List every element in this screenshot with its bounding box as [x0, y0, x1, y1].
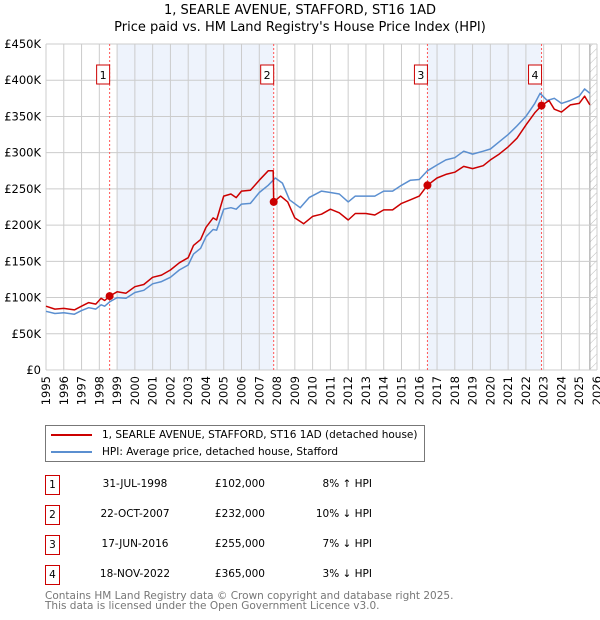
x-tick-label: 2014: [377, 376, 391, 405]
sale-label-box: [528, 64, 543, 85]
hpi-comparison: 3% ↓ HPI: [322, 568, 372, 580]
chart-legend: 1, SEARLE AVENUE, STAFFORD, ST16 1AD (de…: [45, 425, 425, 462]
x-tick-label: 1998: [92, 376, 106, 405]
legend-swatch-red: [51, 434, 92, 436]
price-paid-line: [45, 95, 591, 311]
y-tick-label: £400K: [4, 73, 41, 87]
y-tick-label: £300K: [4, 146, 41, 160]
sale-price: £255,000: [214, 538, 265, 550]
hpi-line: [45, 88, 591, 315]
x-tick-label: 2011: [323, 376, 337, 405]
sale-label-box: [413, 64, 428, 85]
hpi-comparison: 8% ↑ HPI: [322, 478, 372, 490]
sale-number-badge: 2: [45, 505, 60, 525]
y-tick-label: £200K: [4, 218, 41, 232]
y-tick-label: £150K: [4, 254, 41, 268]
sale-price: £365,000: [214, 568, 265, 580]
legend-label: 1, SEARLE AVENUE, STAFFORD, ST16 1AD (de…: [102, 429, 418, 441]
sale-date: 17-JUN-2016: [101, 538, 169, 550]
price-chart: 1995 1996 1997 1998 1999 2000 2001 2002 2003 2004…: [4, 37, 600, 405]
x-tick-label: 1995: [39, 376, 53, 405]
x-tick-label: 2015: [394, 376, 408, 405]
x-tick-label: 2000: [128, 376, 142, 405]
sale-price: £232,000: [214, 508, 265, 520]
x-tick-label: 2018: [448, 376, 462, 405]
sale-point: [423, 181, 432, 190]
chart-title: 1, SEARLE AVENUE, STAFFORD, ST16 1AD: [163, 3, 437, 18]
hpi-comparison: 10% ↓ HPI: [315, 508, 372, 520]
x-tick-label: 2004: [199, 376, 213, 405]
x-tick-label: 2012: [341, 376, 355, 405]
footer-copyright: Contains HM Land Registry data © Crown c…: [45, 590, 454, 602]
x-tick-label: 1999: [110, 376, 124, 405]
chart-subtitle: Price paid vs. HM Land Registry's House …: [114, 20, 486, 35]
sale-label: 2: [264, 69, 271, 82]
x-tick-label: 2024: [554, 376, 568, 405]
x-tick-label: 2017: [430, 376, 444, 405]
x-tick-label: 2020: [483, 376, 497, 405]
x-tick-label: 2019: [466, 376, 480, 405]
x-tick-label: 2008: [270, 376, 284, 405]
y-tick-label: £350K: [4, 109, 41, 123]
y-tick-label: £100K: [4, 291, 41, 305]
sale-label: 4: [532, 69, 539, 82]
sale-price: £102,000: [214, 478, 265, 490]
x-tick-label: 2001: [146, 376, 160, 405]
shaded-period: [427, 44, 542, 370]
sale-label: 3: [417, 69, 424, 82]
legend-item-property: 1, SEARLE AVENUE, STAFFORD, ST16 1AD (de…: [51, 427, 417, 443]
x-tick-label: 2003: [181, 376, 195, 405]
x-tick-label: 2002: [163, 376, 177, 405]
x-tick-label: 2009: [288, 376, 302, 405]
shaded-period: [117, 44, 274, 370]
x-tick-label: 2005: [217, 376, 231, 405]
x-tick-label: 2022: [519, 376, 533, 405]
legend-swatch-blue: [51, 451, 92, 453]
x-tick-label: 2013: [359, 376, 373, 405]
sale-label-box: [260, 64, 275, 85]
x-tick-label: 1996: [57, 376, 71, 405]
sale-label-box: [96, 64, 111, 85]
x-tick-label: 2016: [412, 376, 426, 405]
sale-label: 1: [100, 69, 107, 82]
x-tick-label: 2026: [590, 376, 600, 405]
sale-date: 31-JUL-1998: [102, 478, 168, 490]
table-row: 4 18-NOV-2022 £365,000 3% ↓ HPI: [45, 565, 445, 587]
table-row: 2 22-OCT-2007 £232,000 10% ↓ HPI: [45, 505, 445, 527]
sale-point: [105, 292, 114, 301]
footer-licence: This data is licensed under the Open Gov…: [45, 600, 380, 612]
sale-number-badge: 3: [45, 535, 60, 555]
forecast-hatch: [589, 44, 597, 370]
x-tick-label: 2025: [572, 376, 586, 405]
table-row: 3 17-JUN-2016 £255,000 7% ↓ HPI: [45, 535, 445, 557]
x-tick-label: 2021: [501, 376, 515, 405]
sale-date: 22-OCT-2007: [100, 508, 170, 520]
legend-item-hpi: HPI: Average price, detached house, Staf…: [51, 444, 338, 460]
y-tick-label: £250K: [4, 182, 41, 196]
sale-number-badge: 4: [45, 565, 60, 585]
sale-point: [537, 101, 546, 110]
y-tick-label: £0: [26, 363, 41, 377]
y-tick-label: £450K: [4, 37, 41, 51]
x-tick-label: 2023: [537, 376, 551, 405]
y-tick-label: £50K: [12, 327, 42, 341]
legend-label: HPI: Average price, detached house, Staf…: [102, 446, 339, 458]
sale-point: [269, 197, 278, 206]
sale-date: 18-NOV-2022: [99, 568, 171, 580]
table-row: 1 31-JUL-1998 £102,000 8% ↑ HPI: [45, 475, 445, 497]
x-tick-label: 1997: [75, 376, 89, 405]
hpi-comparison: 7% ↓ HPI: [322, 538, 372, 550]
x-tick-label: 2010: [306, 376, 320, 405]
x-tick-label: 2007: [252, 376, 266, 405]
x-tick-label: 2006: [235, 376, 249, 405]
sale-number-badge: 1: [45, 475, 60, 495]
